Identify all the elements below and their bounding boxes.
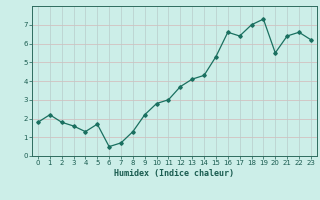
X-axis label: Humidex (Indice chaleur): Humidex (Indice chaleur): [115, 169, 234, 178]
